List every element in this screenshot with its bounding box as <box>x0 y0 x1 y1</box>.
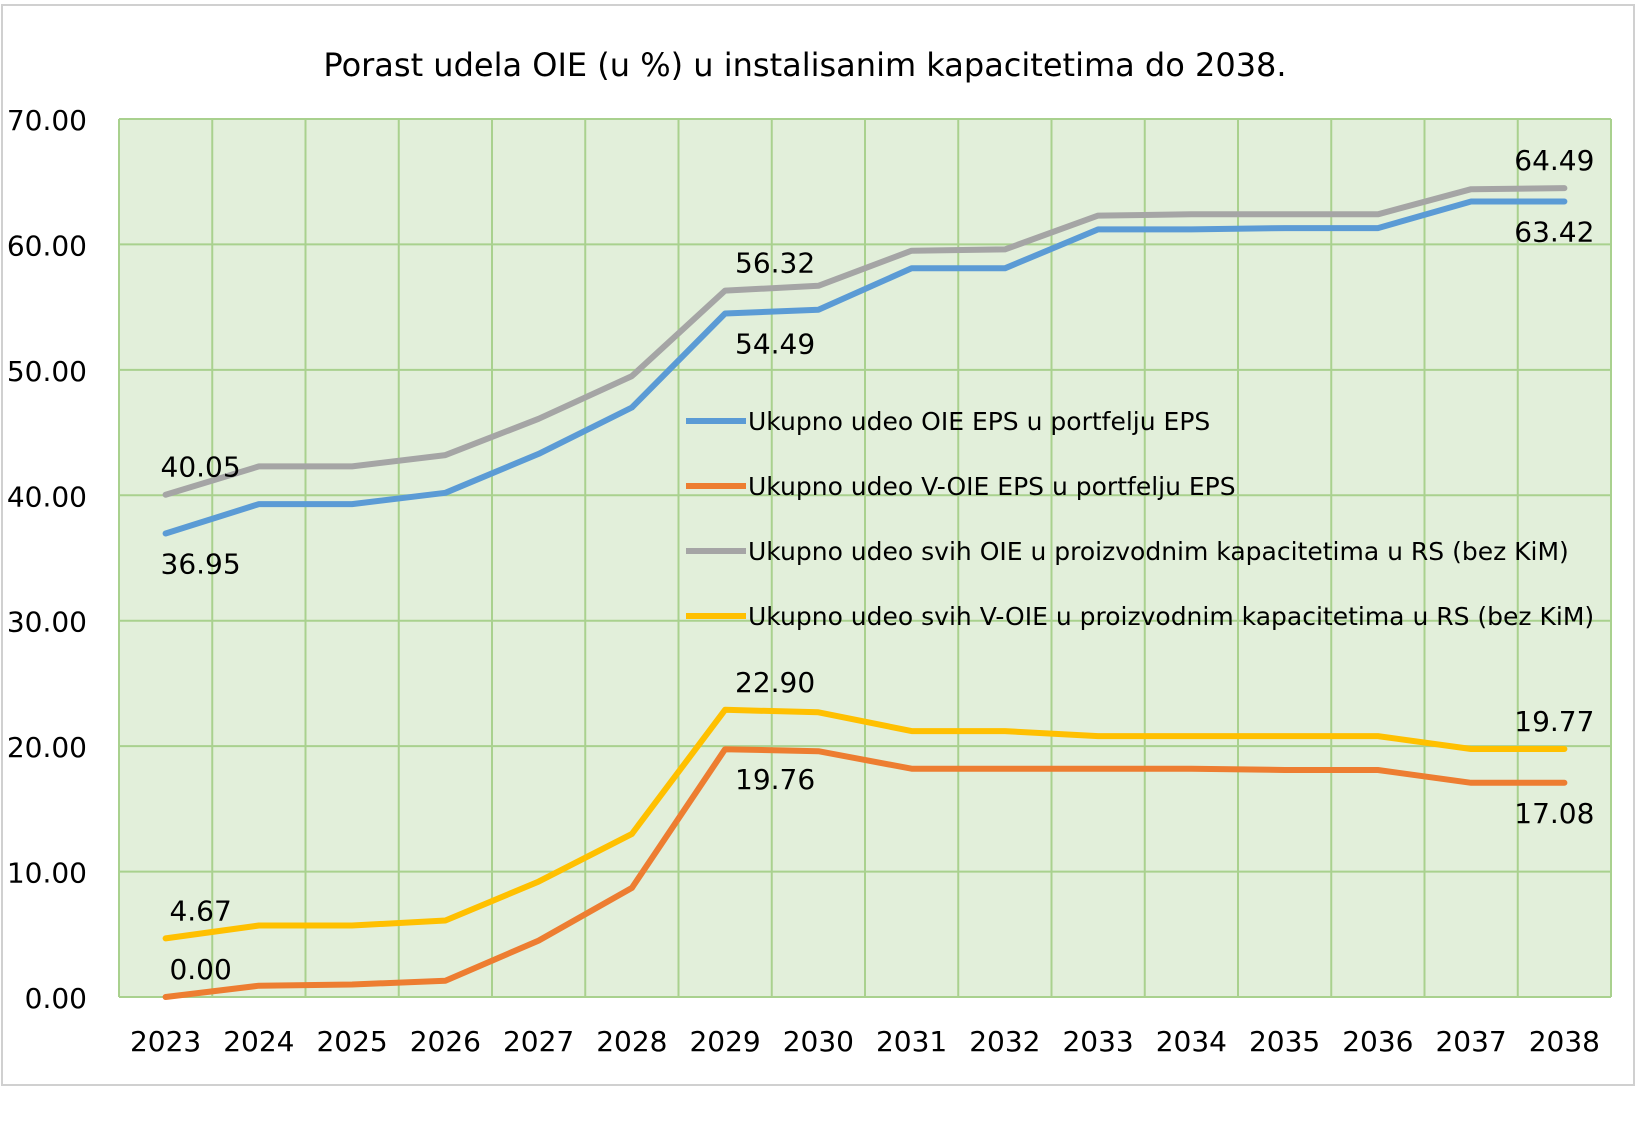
data-label: 36.95 <box>161 548 241 581</box>
data-label: 63.42 <box>1514 216 1594 249</box>
y-tick-label: 0.00 <box>25 982 87 1015</box>
series-line-3 <box>162 185 1568 498</box>
x-tick-label: 2023 <box>130 1025 201 1058</box>
data-label: 64.49 <box>1514 144 1594 177</box>
x-tick-label: 2035 <box>1249 1025 1320 1058</box>
gridlines <box>118 118 1612 998</box>
legend: Ukupno udeo OIE EPS u portfelju EPS Ukupn… <box>686 407 1594 631</box>
series-lines <box>162 185 1568 1000</box>
x-tick-label: 2024 <box>223 1025 294 1058</box>
x-tick-label: 2036 <box>1342 1025 1413 1058</box>
x-tick-label: 2031 <box>876 1025 947 1058</box>
data-label: 56.32 <box>735 247 815 280</box>
x-tick-label: 2025 <box>316 1025 387 1058</box>
y-tick-label: 10.00 <box>7 857 87 890</box>
y-tick-label: 60.00 <box>7 229 87 262</box>
data-label: 4.67 <box>169 894 231 927</box>
data-label: 22.90 <box>735 666 815 699</box>
series-line-2 <box>162 746 1568 1000</box>
x-tick-label: 2029 <box>689 1025 760 1058</box>
x-tick-label: 2027 <box>503 1025 574 1058</box>
x-axis-tick-labels: 2023 2024 2025 2026 2027 2028 2029 2030 2031 2032… <box>130 1025 1600 1058</box>
legend-label: Ukupno udeo OIE EPS u portfelju EPS <box>748 407 1210 436</box>
data-labels: 36.95 54.49 63.42 0.00 19.76 17.08 40.05 56.32 6… <box>161 144 1595 986</box>
y-tick-label: 20.00 <box>7 731 87 764</box>
legend-label: Ukupno udeo svih OIE u proizvodnim kapac… <box>748 537 1569 566</box>
x-tick-label: 2032 <box>969 1025 1040 1058</box>
y-tick-label: 40.00 <box>7 480 87 513</box>
x-tick-label: 2037 <box>1435 1025 1506 1058</box>
y-axis-tick-labels: 0.00 10.00 20.00 30.00 40.00 50.00 60.00 70.00 <box>7 104 87 1015</box>
data-label: 54.49 <box>735 328 815 361</box>
data-label: 19.76 <box>735 763 815 796</box>
data-label: 40.05 <box>161 451 241 484</box>
x-tick-label: 2033 <box>1062 1025 1133 1058</box>
x-tick-label: 2030 <box>783 1025 854 1058</box>
series-line-1 <box>162 198 1568 537</box>
x-tick-label: 2038 <box>1529 1025 1600 1058</box>
y-tick-label: 50.00 <box>7 355 87 388</box>
x-tick-label: 2026 <box>410 1025 481 1058</box>
x-tick-label: 2028 <box>596 1025 667 1058</box>
data-label: 17.08 <box>1514 797 1594 830</box>
data-label: 19.77 <box>1514 705 1594 738</box>
series-line-4 <box>162 706 1568 942</box>
y-tick-label: 70.00 <box>7 104 87 137</box>
legend-label: Ukupno udeo svih V-OIE u proizvodnim kap… <box>748 602 1594 631</box>
legend-label: Ukupno udeo V-OIE EPS u portfelju EPS <box>748 472 1236 501</box>
chart-title: Porast udela OIE (u %) u instalisanim ka… <box>323 46 1286 84</box>
x-tick-label: 2034 <box>1156 1025 1227 1058</box>
data-label: 0.00 <box>169 953 231 986</box>
y-tick-label: 30.00 <box>7 606 87 639</box>
